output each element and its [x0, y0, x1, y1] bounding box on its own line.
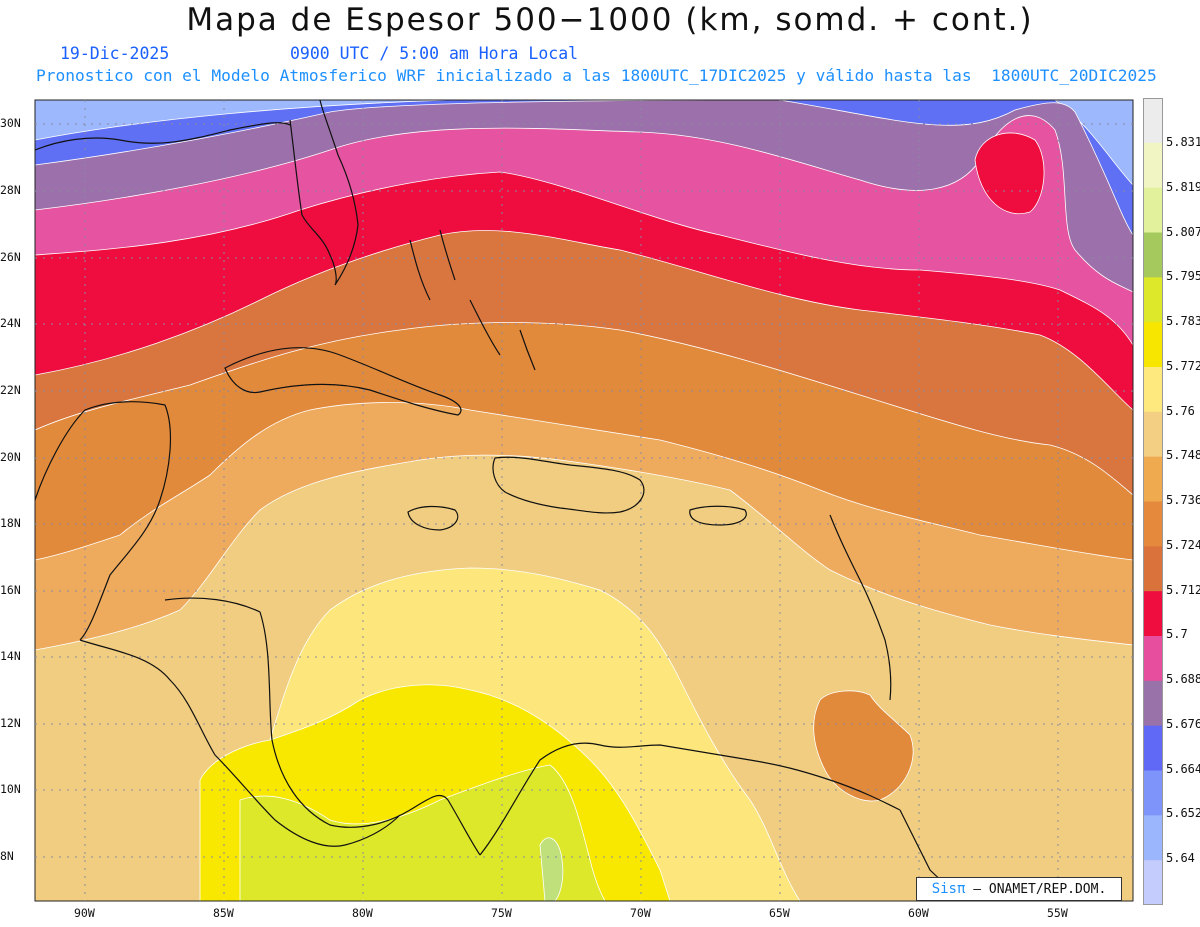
- colorbar-label: 5.664: [1166, 762, 1200, 776]
- lon-tick-label: 65W: [769, 906, 790, 920]
- forecast-date: 19-Dic-2025: [60, 44, 170, 63]
- colorbar-swatch: [1143, 815, 1163, 861]
- colorbar-label: 5.76: [1166, 404, 1195, 418]
- map-title: Mapa de Espesor 500−1000 (km, somd. + co…: [186, 2, 1034, 38]
- colorbar-label: 5.676: [1166, 717, 1200, 731]
- colorbar-swatch: [1143, 591, 1163, 637]
- lon-tick-label: 60W: [908, 906, 929, 920]
- colorbar-label: 5.724: [1166, 538, 1200, 552]
- colorbar-label: 5.652: [1166, 806, 1200, 820]
- colorbar-swatch: [1143, 636, 1163, 682]
- lon-tick-label: 75W: [491, 906, 512, 920]
- lat-tick-label: 16N: [0, 583, 21, 597]
- colorbar-label: 5.772: [1166, 359, 1200, 373]
- lat-tick-label: 24N: [0, 316, 21, 330]
- map-border: [34, 99, 1134, 902]
- credit-box: Sisπ – ONAMET/REP.DOM.: [916, 877, 1122, 901]
- colorbar-swatch: [1143, 367, 1163, 413]
- lat-tick-label: 10N: [0, 782, 21, 796]
- colorbar-label: 5.795: [1166, 269, 1200, 283]
- lat-tick-label: 28N: [0, 183, 21, 197]
- lat-tick-label: 30N: [0, 116, 21, 130]
- colorbar-swatch: [1143, 322, 1163, 368]
- colorbar-swatch: [1143, 680, 1163, 727]
- colorbar-swatch: [1143, 770, 1163, 816]
- colorbar-swatch: [1143, 411, 1163, 458]
- colorbar-label: 5.64: [1166, 851, 1195, 865]
- lat-tick-label: 22N: [0, 383, 21, 397]
- coast-central-america: [79, 639, 401, 847]
- coast-bahamas: [409, 229, 536, 371]
- lon-tick-label: 90W: [74, 906, 95, 920]
- lat-tick-label: 26N: [0, 250, 21, 264]
- colorbar-label: 5.807: [1166, 225, 1200, 239]
- lon-tick-label: 55W: [1047, 906, 1068, 920]
- colorbar-swatch: [1143, 277, 1163, 323]
- colorbar-swatch: [1143, 546, 1163, 592]
- coast-lesser-antilles: [829, 514, 892, 701]
- colorbar-swatch: [1143, 456, 1163, 502]
- colorbar-label: 5.748: [1166, 448, 1200, 462]
- coast-mexico-yucatan: [35, 401, 172, 641]
- lat-tick-label: 14N: [0, 649, 21, 663]
- coast-jamaica: [407, 505, 459, 531]
- coast-us-gulf: [35, 122, 291, 151]
- colorbar-swatch: [1143, 725, 1163, 771]
- graticule: [35, 100, 1133, 901]
- lon-tick-label: 80W: [352, 906, 373, 920]
- lon-tick-label: 70W: [630, 906, 651, 920]
- coast-central-america-east: [164, 597, 481, 856]
- colorbar-swatch: [1143, 142, 1163, 189]
- coast-hispaniola: [492, 456, 645, 514]
- colorbar-swatch: [1143, 187, 1163, 233]
- colorbar-label: 5.736: [1166, 493, 1200, 507]
- coast-puertorico: [689, 505, 747, 526]
- credit-brand: Sisπ: [931, 881, 966, 897]
- layer-orange-blob: [813, 690, 914, 802]
- coast-south-america-north: [479, 742, 901, 856]
- lat-tick-label: 18N: [0, 516, 21, 530]
- colorbar-label: 5.831: [1166, 135, 1200, 149]
- colorbar-swatch: [1143, 501, 1163, 547]
- credit-org: – ONAMET/REP.DOM.: [965, 882, 1107, 897]
- colorbar-label: 5.783: [1166, 314, 1200, 328]
- colorbar-swatch: [1143, 98, 1163, 144]
- colorbar-swatch: [1143, 860, 1163, 905]
- layer-lime: [239, 764, 606, 901]
- colorbar: [1143, 98, 1163, 905]
- lat-tick-label: 12N: [0, 716, 21, 730]
- colorbar-label: 5.688: [1166, 672, 1200, 686]
- layer-green: [539, 837, 564, 901]
- colorbar-border: [1143, 98, 1163, 905]
- lon-tick-label: 85W: [213, 906, 234, 920]
- forecast-time: 0900 UTC / 5:00 am Hora Local: [290, 44, 579, 63]
- colorbar-label: 5.819: [1166, 180, 1200, 194]
- colorbar-label: 5.712: [1166, 583, 1200, 597]
- colorbar-swatch: [1143, 232, 1163, 278]
- coast-florida: [289, 100, 359, 286]
- lat-tick-label: 8N: [0, 849, 14, 863]
- forecast-description: Pronostico con el Modelo Atmosferico WRF…: [36, 66, 1157, 85]
- colorbar-label: 5.7: [1166, 627, 1188, 641]
- coast-cuba: [224, 347, 462, 416]
- layer-red-center: [974, 132, 1045, 214]
- lat-tick-label: 20N: [0, 450, 21, 464]
